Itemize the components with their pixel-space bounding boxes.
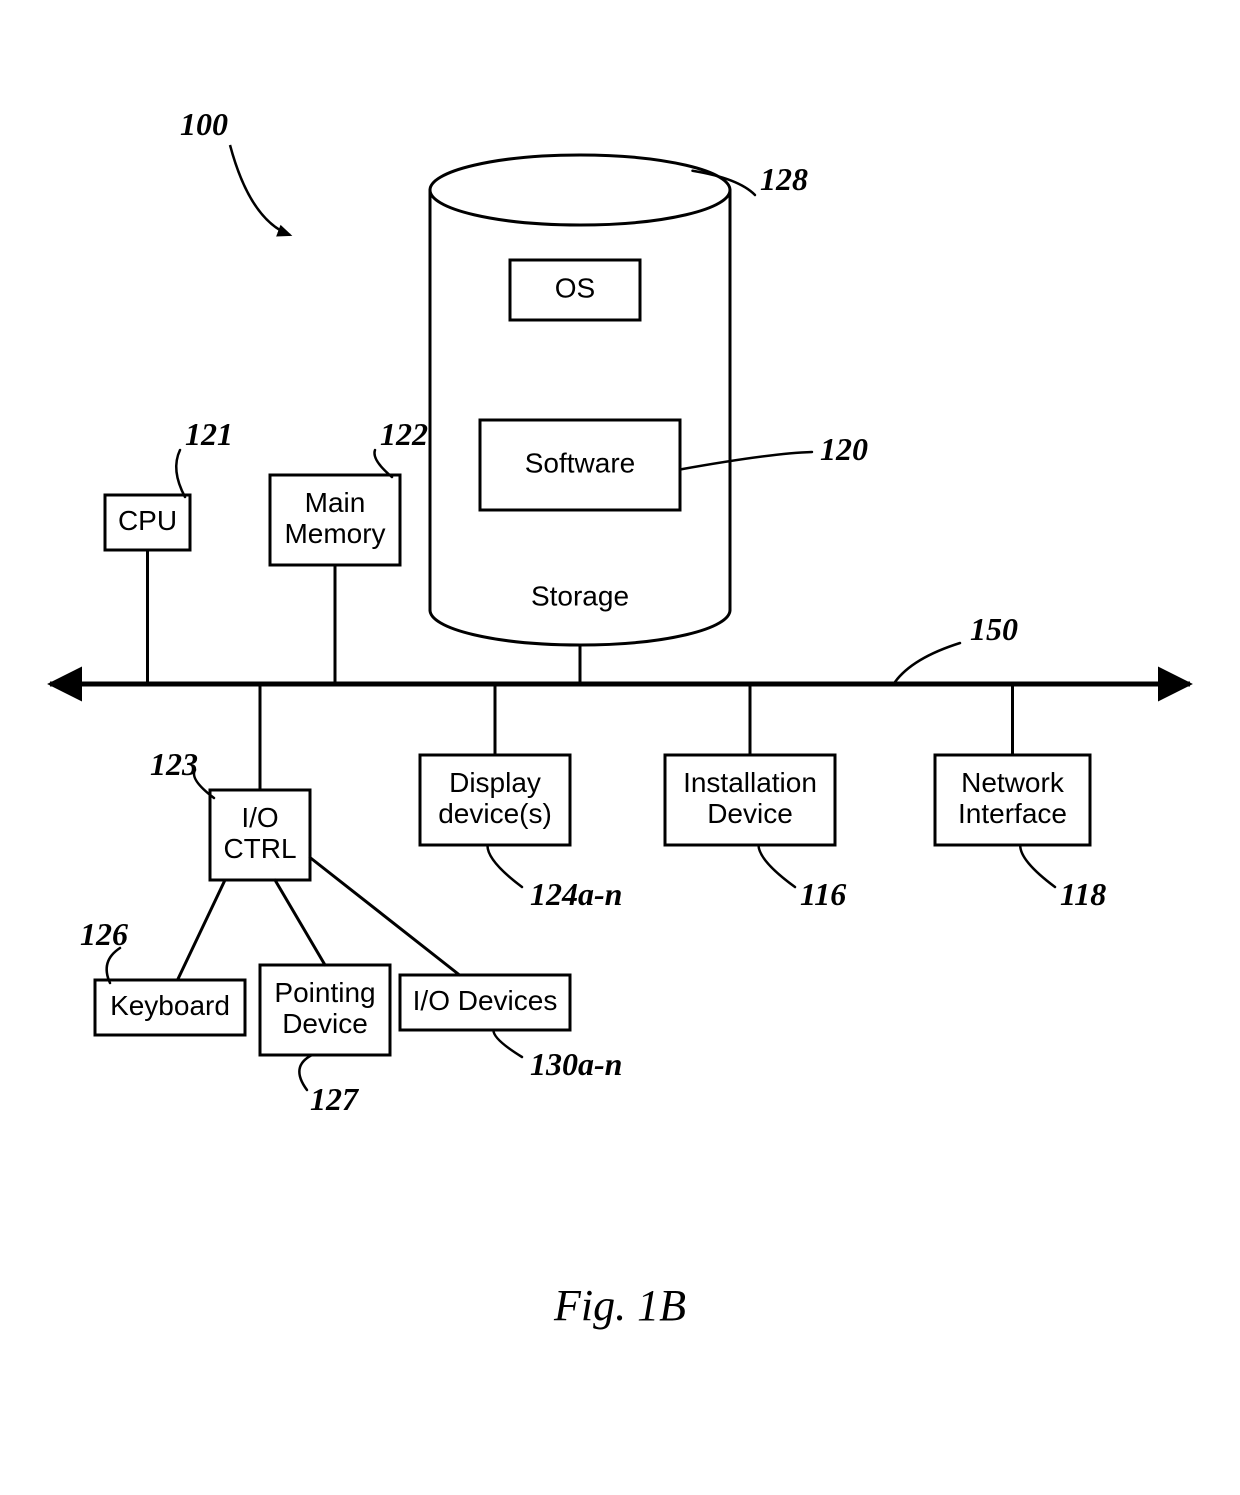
network-interface-box-label: Interface	[958, 798, 1067, 829]
ref-io-ctrl: 123	[150, 746, 198, 782]
network-interface-box-label: Network	[961, 767, 1065, 798]
ref-bus: 150	[970, 611, 1018, 647]
os-label: OS	[555, 272, 595, 303]
keyboard-box-label: Keyboard	[110, 990, 230, 1021]
ref-io-devices: 130a-n	[530, 1046, 622, 1082]
storage-cylinder: Storage OS Software	[430, 155, 730, 645]
display-devices-box: Displaydevice(s)	[420, 755, 570, 845]
ref-pointing: 127	[310, 1081, 360, 1117]
pointing-device-box-label: Pointing	[274, 977, 375, 1008]
ref-install: 116	[800, 876, 846, 912]
io-devices-box-label: I/O Devices	[413, 985, 558, 1016]
installation-device-box-label: Device	[707, 798, 793, 829]
ref-storage: 128	[760, 161, 808, 197]
io-ctrl-box: I/OCTRL	[210, 790, 310, 880]
installation-device-box: InstallationDevice	[665, 755, 835, 845]
ref-network: 118	[1060, 876, 1106, 912]
cpu-box: CPU	[105, 495, 190, 550]
ref-display: 124a-n	[530, 876, 622, 912]
system-arrow	[230, 145, 290, 235]
display-devices-box-label: Display	[449, 767, 541, 798]
keyboard-box: Keyboard	[95, 980, 245, 1035]
storage-label: Storage	[531, 580, 629, 611]
ref-software: 120	[820, 431, 868, 467]
ref-system: 100	[180, 106, 228, 142]
network-interface-box: NetworkInterface	[935, 755, 1090, 845]
ref-main-memory: 122	[380, 416, 428, 452]
main-memory-box-label: Memory	[284, 518, 385, 549]
pointing-device-box-label: Device	[282, 1008, 368, 1039]
pointing-device-box: PointingDevice	[260, 965, 390, 1055]
io-devices-box: I/O Devices	[400, 975, 570, 1030]
io-ctrl-box-label: CTRL	[223, 833, 296, 864]
display-devices-box-label: device(s)	[438, 798, 552, 829]
installation-device-box-label: Installation	[683, 767, 817, 798]
cpu-box-label: CPU	[118, 505, 177, 536]
software-label: Software	[525, 447, 636, 478]
main-memory-box-label: Main	[305, 487, 366, 518]
main-memory-box: MainMemory	[270, 475, 400, 565]
ref-cpu: 121	[185, 416, 233, 452]
ref-keyboard: 126	[80, 916, 128, 952]
io-ctrl-box-label: I/O	[241, 802, 278, 833]
figure-label: Fig. 1B	[553, 1281, 686, 1330]
